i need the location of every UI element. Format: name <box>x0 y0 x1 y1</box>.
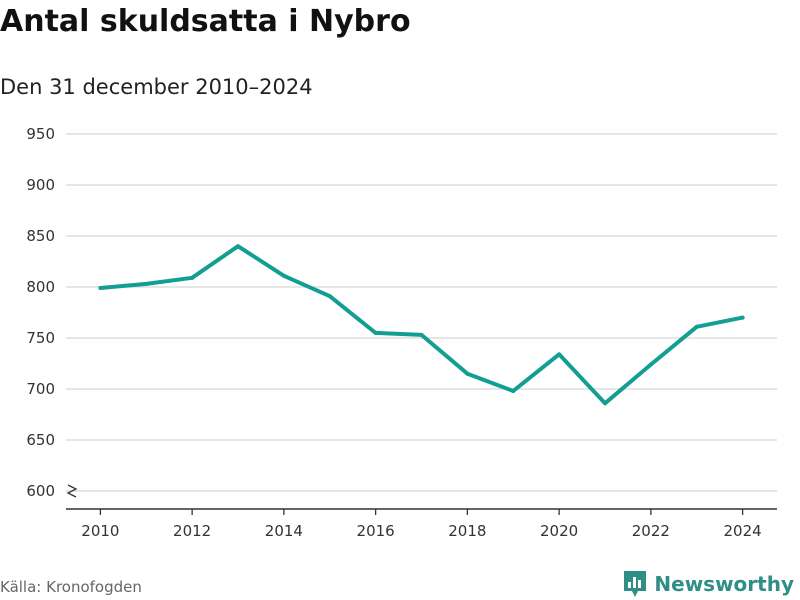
data-point <box>694 324 699 329</box>
series-line <box>98 244 745 406</box>
data-point <box>419 332 424 337</box>
y-tick-label: 900 <box>26 176 55 194</box>
data-point <box>236 244 241 249</box>
data-point <box>281 273 286 278</box>
x-axis-ticks: 2010 2012 2014 2016 2018 2020 2022 2024 <box>81 509 762 540</box>
y-tick-label: 700 <box>26 380 55 398</box>
series-layer <box>98 244 745 406</box>
x-tick-label: 2018 <box>448 522 486 540</box>
data-point <box>327 294 332 299</box>
x-tick-label: 2024 <box>724 522 762 540</box>
x-tick-label: 2014 <box>265 522 303 540</box>
x-tick-label: 2012 <box>173 522 211 540</box>
newsworthy-logo-icon <box>624 571 647 597</box>
source-note: Källa: Kronofogden <box>0 578 142 596</box>
y-tick-label: 850 <box>26 227 55 245</box>
x-tick-label: 2016 <box>357 522 395 540</box>
data-point <box>648 362 653 367</box>
chart-subtitle: Den 31 december 2010–2024 <box>0 75 313 99</box>
data-point <box>373 330 378 335</box>
brand-logo[interactable]: Newsworthy <box>622 569 794 599</box>
data-point <box>602 401 607 406</box>
y-tick-label: 800 <box>26 278 55 296</box>
data-point <box>465 371 470 376</box>
y-tick-label: 650 <box>26 431 55 449</box>
x-tick-label: 2020 <box>540 522 578 540</box>
data-point <box>190 275 195 280</box>
x-tick-label: 2022 <box>632 522 670 540</box>
y-axis-ticks: 600 650 700 750 800 850 900 950 <box>26 125 55 500</box>
brand-name: Newsworthy <box>654 572 794 596</box>
y-tick-label: 950 <box>26 125 55 143</box>
data-point <box>557 352 562 357</box>
y-tick-label: 600 <box>26 482 55 500</box>
x-axis <box>66 484 777 510</box>
x-tick-label: 2010 <box>81 522 119 540</box>
axis-break-icon <box>66 484 78 498</box>
data-point <box>98 286 103 291</box>
data-point <box>511 389 516 394</box>
chart-title: Antal skuldsatta i Nybro <box>0 4 411 39</box>
y-tick-label: 750 <box>26 329 55 347</box>
grid-lines <box>66 133 777 492</box>
data-point <box>144 281 149 286</box>
data-point <box>740 315 745 320</box>
